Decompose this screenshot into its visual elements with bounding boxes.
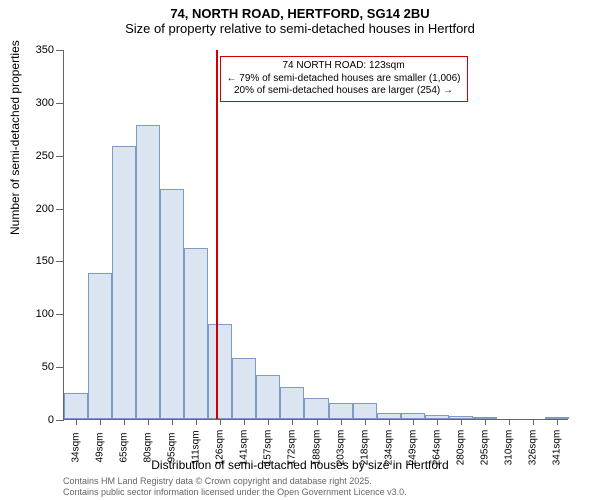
xtick (124, 419, 125, 425)
xtick (437, 419, 438, 425)
annotation-line1: 74 NORTH ROAD: 123sqm (227, 60, 461, 73)
plot-area: 050100150200250300350 34sqm49sqm65sqm80s… (63, 50, 568, 420)
histogram-bar (329, 403, 353, 419)
ytick (56, 261, 64, 262)
chart-title-block: 74, NORTH ROAD, HERTFORD, SG14 2BU Size … (0, 6, 600, 36)
ytick-label: 200 (24, 203, 54, 215)
xtick (268, 419, 269, 425)
y-axis-label: Number of semi-detached properties (8, 40, 22, 235)
xtick (413, 419, 414, 425)
histogram-bar (353, 403, 377, 419)
ytick-label: 300 (24, 97, 54, 109)
xtick (220, 419, 221, 425)
ytick (56, 367, 64, 368)
xtick (196, 419, 197, 425)
ytick-label: 50 (24, 361, 54, 373)
xtick (292, 419, 293, 425)
xtick (148, 419, 149, 425)
histogram-bar (64, 393, 88, 419)
ytick (56, 50, 64, 51)
bars-container (64, 50, 568, 419)
xtick (461, 419, 462, 425)
histogram-bar (160, 189, 184, 419)
xtick (389, 419, 390, 425)
annotation-line3: 20% of semi-detached houses are larger (… (227, 85, 461, 98)
ytick-label: 250 (24, 150, 54, 162)
xtick (533, 419, 534, 425)
x-axis-label: Distribution of semi-detached houses by … (0, 458, 600, 472)
xtick (341, 419, 342, 425)
chart-title-line1: 74, NORTH ROAD, HERTFORD, SG14 2BU (0, 6, 600, 21)
xtick (317, 419, 318, 425)
ytick-label: 100 (24, 308, 54, 320)
reference-line (216, 50, 218, 419)
ytick-label: 0 (24, 414, 54, 426)
annotation-line2: ← 79% of semi-detached houses are smalle… (227, 73, 461, 86)
ytick (56, 209, 64, 210)
footer-line1: Contains HM Land Registry data © Crown c… (63, 476, 407, 487)
xtick (365, 419, 366, 425)
histogram-bar (256, 375, 280, 419)
histogram-bar (232, 358, 256, 419)
footer-attribution: Contains HM Land Registry data © Crown c… (63, 476, 407, 498)
footer-line2: Contains public sector information licen… (63, 487, 407, 498)
xtick (76, 419, 77, 425)
ytick-label: 350 (24, 44, 54, 56)
histogram-bar (280, 387, 304, 419)
histogram-bar (208, 324, 232, 419)
xtick (485, 419, 486, 425)
xtick (557, 419, 558, 425)
histogram-bar (88, 273, 112, 419)
xtick (172, 419, 173, 425)
histogram-bar (184, 248, 208, 419)
ytick-label: 150 (24, 255, 54, 267)
ytick (56, 156, 64, 157)
histogram-bar (136, 125, 160, 419)
chart-title-line2: Size of property relative to semi-detach… (0, 21, 600, 36)
ytick (56, 314, 64, 315)
histogram-bar (304, 398, 328, 419)
xtick (244, 419, 245, 425)
histogram-bar (112, 146, 136, 419)
ytick (56, 103, 64, 104)
xtick (509, 419, 510, 425)
xtick (100, 419, 101, 425)
annotation-box: 74 NORTH ROAD: 123sqm ← 79% of semi-deta… (220, 56, 468, 102)
ytick (56, 420, 64, 421)
